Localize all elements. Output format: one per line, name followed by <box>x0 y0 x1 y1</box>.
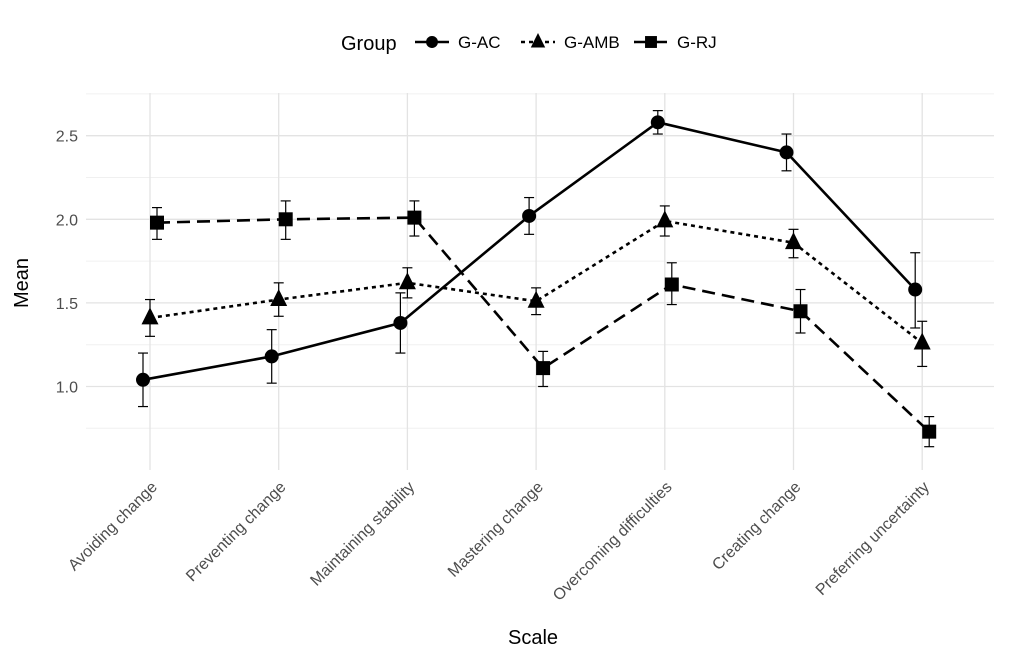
point-g-ac <box>522 209 536 223</box>
y-tick-label: 2.0 <box>56 212 78 229</box>
point-g-rj <box>794 304 808 318</box>
point-g-amb <box>399 272 416 289</box>
point-g-rj <box>536 361 550 375</box>
y-tick-label: 1.5 <box>56 296 78 313</box>
y-tick-label: 1.0 <box>56 380 78 397</box>
point-g-rj <box>665 278 679 292</box>
x-tick-label: Overcoming difficulties <box>550 479 676 605</box>
point-g-ac <box>393 316 407 330</box>
x-tick-label: Avoiding change <box>65 479 161 575</box>
legend-key-marker-g-rj <box>645 36 657 48</box>
point-g-ac <box>651 115 665 129</box>
x-tick-label: Preventing change <box>183 479 289 585</box>
point-g-rj <box>922 425 936 439</box>
y-axis-ticks: 1.0 1.5 2.0 2.5 <box>56 129 78 397</box>
series-line-g-rj <box>157 218 929 432</box>
point-g-rj <box>150 216 164 230</box>
y-axis-title: Mean <box>11 258 33 308</box>
point-g-ac <box>908 283 922 297</box>
point-g-amb <box>914 332 931 349</box>
point-g-ac <box>780 145 794 159</box>
point-g-amb <box>528 291 545 308</box>
point-g-rj <box>279 212 293 226</box>
y-tick-label: 2.5 <box>56 129 78 146</box>
series-line-g-ac <box>143 122 915 379</box>
legend: Group G-AC G-AMB G-RJ <box>341 33 717 55</box>
legend-item-g-ac: G-AC <box>415 33 501 52</box>
legend-item-g-rj: G-RJ <box>634 33 717 52</box>
point-g-ac <box>265 349 279 363</box>
legend-title: Group <box>341 33 397 55</box>
legend-label-g-ac: G-AC <box>458 33 501 52</box>
x-axis-ticks: Avoiding change Preventing change Maintain… <box>65 479 933 605</box>
x-axis-title: Scale <box>508 627 558 649</box>
point-g-rj <box>407 211 421 225</box>
legend-key-marker-g-ac <box>426 36 438 48</box>
chart: 1.0 1.5 2.0 2.5 Avoiding change Preventing c… <box>0 0 1024 667</box>
point-g-ac <box>136 373 150 387</box>
grid <box>86 93 994 470</box>
legend-label-g-rj: G-RJ <box>677 33 717 52</box>
x-tick-label: Mastering change <box>445 479 547 581</box>
legend-key-marker-g-amb <box>531 33 545 47</box>
legend-label-g-amb: G-AMB <box>564 33 620 52</box>
x-tick-label: Creating change <box>709 479 804 574</box>
legend-item-g-amb: G-AMB <box>521 33 620 52</box>
point-g-amb <box>142 307 159 324</box>
x-tick-label: Preferring uncertainty <box>813 479 933 599</box>
x-tick-label: Maintaining stability <box>307 479 418 590</box>
